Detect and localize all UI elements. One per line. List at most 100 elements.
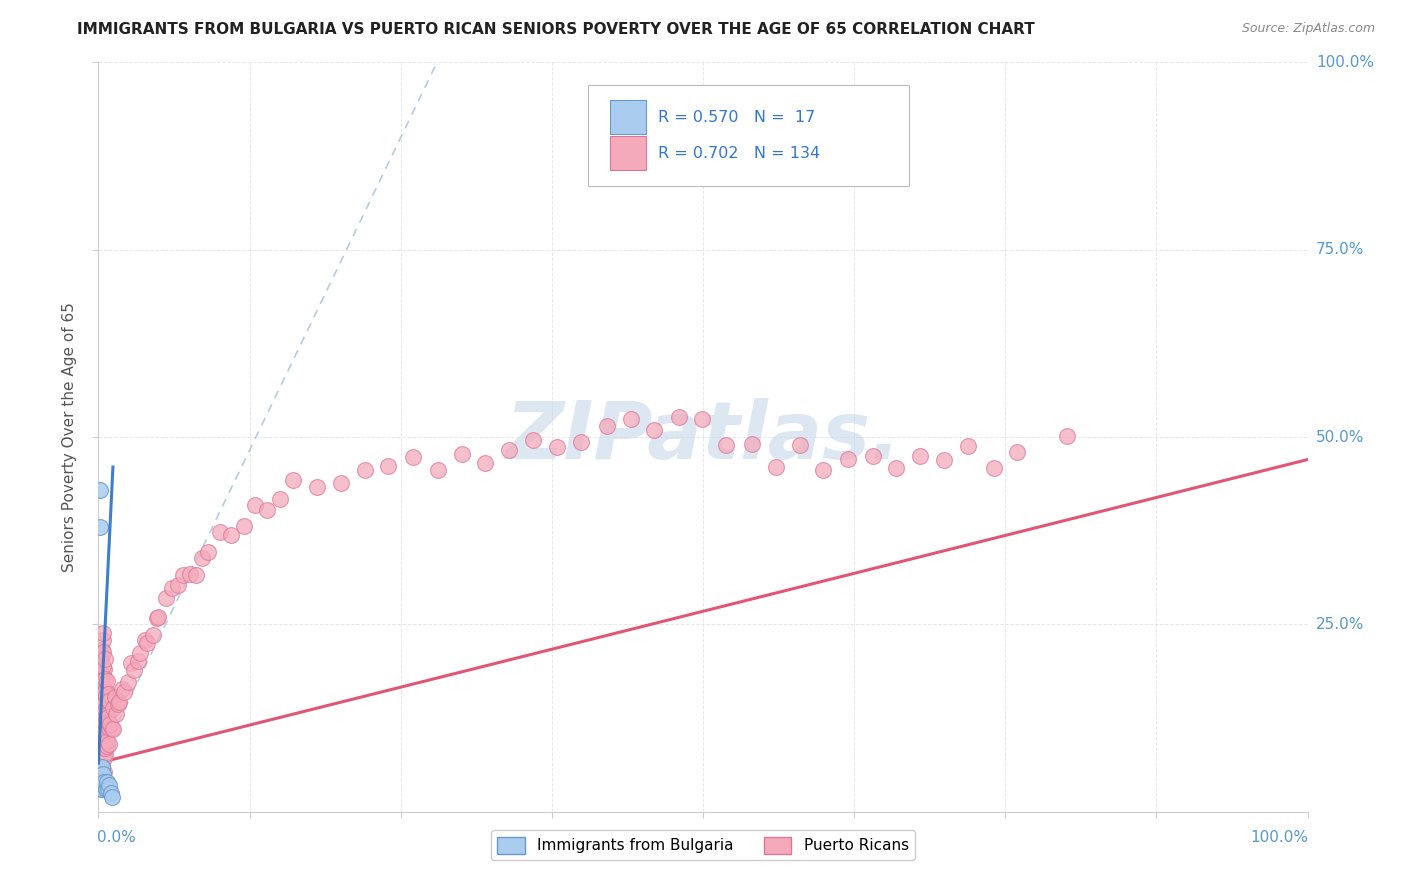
Point: [98, 779, 121, 793]
Point: [741, 437, 763, 451]
Point: [142, 628, 165, 642]
Point: [136, 636, 159, 650]
Point: [402, 450, 425, 464]
Point: [117, 674, 139, 689]
Point: [620, 412, 643, 426]
Point: [90, 764, 112, 778]
Point: [1007, 445, 1029, 459]
Text: Source: ZipAtlas.com: Source: ZipAtlas.com: [1241, 22, 1375, 36]
Point: [184, 567, 207, 582]
Point: [89, 770, 111, 784]
Point: [93, 662, 115, 676]
Point: [89, 483, 111, 497]
Point: [100, 789, 122, 804]
Point: [94, 740, 117, 755]
Point: [90, 733, 112, 747]
Point: [716, 438, 738, 452]
Point: [160, 581, 183, 595]
Point: [89, 520, 111, 534]
Point: [107, 697, 129, 711]
Point: [93, 722, 115, 736]
Bar: [610, 136, 647, 169]
Point: [90, 652, 112, 666]
Point: [330, 475, 353, 490]
Point: [208, 525, 231, 540]
Point: [148, 610, 170, 624]
Point: [90, 782, 112, 797]
Legend: Immigrants from Bulgaria, Puerto Ricans: Immigrants from Bulgaria, Puerto Ricans: [491, 830, 915, 860]
Point: [97, 694, 120, 708]
Point: [87, 691, 110, 706]
Point: [96, 707, 118, 722]
Point: [172, 568, 194, 582]
Point: [269, 491, 291, 506]
Text: 75.0%: 75.0%: [1316, 243, 1364, 257]
Point: [91, 677, 114, 691]
Point: [90, 752, 112, 766]
Bar: [610, 100, 647, 134]
Point: [91, 779, 114, 793]
Point: [108, 695, 131, 709]
Point: [103, 701, 125, 715]
Point: [87, 690, 110, 704]
Point: [956, 439, 979, 453]
Point: [97, 717, 120, 731]
Point: [91, 706, 114, 721]
Point: [96, 714, 118, 729]
Point: [90, 709, 112, 723]
Text: 50.0%: 50.0%: [1316, 430, 1364, 444]
Text: 100.0%: 100.0%: [1251, 830, 1309, 846]
Point: [120, 656, 142, 670]
Point: [134, 632, 156, 647]
Point: [100, 786, 122, 800]
Point: [146, 611, 169, 625]
Point: [377, 458, 399, 473]
Point: [179, 567, 201, 582]
Point: [89, 765, 111, 780]
Point: [94, 712, 117, 726]
Point: [1056, 429, 1078, 443]
Point: [908, 449, 931, 463]
Point: [813, 463, 835, 477]
Point: [90, 739, 112, 754]
Point: [97, 737, 120, 751]
Point: [93, 652, 115, 666]
Point: [93, 764, 115, 779]
Point: [219, 528, 242, 542]
Point: [100, 722, 122, 736]
Point: [983, 461, 1005, 475]
Point: [862, 449, 884, 463]
Point: [90, 648, 112, 662]
Point: [90, 643, 112, 657]
Point: [91, 767, 114, 781]
Point: [837, 451, 859, 466]
Point: [427, 463, 450, 477]
Point: [97, 687, 120, 701]
Point: [122, 663, 145, 677]
Point: [884, 461, 907, 475]
Point: [450, 447, 472, 461]
Point: [643, 423, 665, 437]
Point: [93, 774, 115, 789]
FancyBboxPatch shape: [588, 85, 908, 186]
Point: [90, 707, 112, 722]
Point: [91, 698, 114, 713]
Point: [307, 480, 329, 494]
Point: [112, 685, 135, 699]
Point: [91, 632, 114, 647]
Text: IMMIGRANTS FROM BULGARIA VS PUERTO RICAN SENIORS POVERTY OVER THE AGE OF 65 CORR: IMMIGRANTS FROM BULGARIA VS PUERTO RICAN…: [77, 22, 1035, 37]
Point: [522, 433, 544, 447]
Point: [93, 747, 115, 761]
Point: [89, 689, 111, 703]
Point: [94, 684, 117, 698]
Point: [94, 683, 117, 698]
Point: [93, 714, 115, 729]
Point: [96, 774, 118, 789]
Point: [932, 453, 955, 467]
Point: [104, 707, 127, 722]
Point: [89, 646, 111, 660]
Point: [90, 774, 112, 789]
Point: [353, 463, 375, 477]
Point: [104, 690, 127, 705]
Point: [94, 703, 117, 717]
